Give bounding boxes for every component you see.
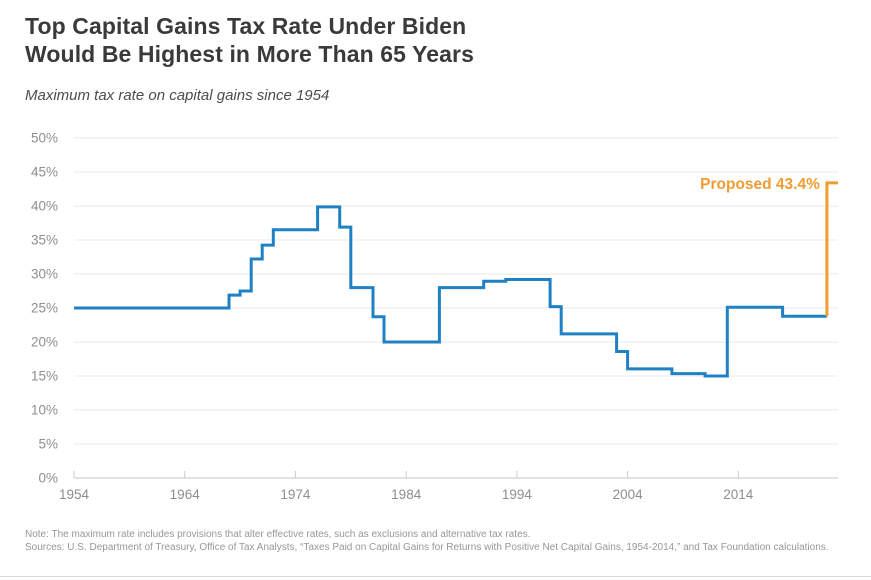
bottom-divider [0, 576, 871, 577]
y-tick-label: 40% [31, 199, 58, 214]
y-tick-label: 15% [31, 369, 58, 384]
sources-line: Sources: U.S. Department of Treasury, Of… [25, 542, 829, 553]
proposed-rate-line [825, 181, 838, 317]
proposed-rate-label: Proposed 43.4% [700, 176, 820, 193]
y-tick-label: 45% [31, 165, 58, 180]
chart-title-line1: Top Capital Gains Tax Rate Under Biden [25, 13, 467, 39]
x-tick-label: 1964 [170, 487, 201, 502]
note-line: Note: The maximum rate includes provisio… [25, 529, 531, 540]
y-tick-label: 10% [31, 403, 58, 418]
x-tick-label: 2004 [613, 487, 644, 502]
chart-title: Top Capital Gains Tax Rate Under Biden Wo… [25, 12, 474, 68]
y-tick-label: 25% [31, 301, 58, 316]
chart-footnote: Note: The maximum rate includes provisio… [25, 528, 843, 554]
x-tick-label: 1974 [280, 487, 311, 502]
y-tick-label: 0% [38, 471, 58, 486]
x-tick-label: 1954 [59, 487, 90, 502]
y-tick-label: 35% [31, 233, 58, 248]
x-tick-label: 1994 [502, 487, 533, 502]
y-tick-label: 5% [38, 437, 58, 452]
chart-title-line2: Would Be Highest in More Than 65 Years [25, 41, 474, 67]
chart-subtitle: Maximum tax rate on capital gains since … [25, 87, 330, 104]
x-tick-label: 1984 [391, 487, 422, 502]
x-tick-label: 2014 [723, 487, 754, 502]
historical-rate-line [74, 205, 827, 378]
y-tick-label: 20% [31, 335, 58, 350]
y-tick-label: 50% [31, 131, 58, 146]
y-tick-label: 30% [31, 267, 58, 282]
